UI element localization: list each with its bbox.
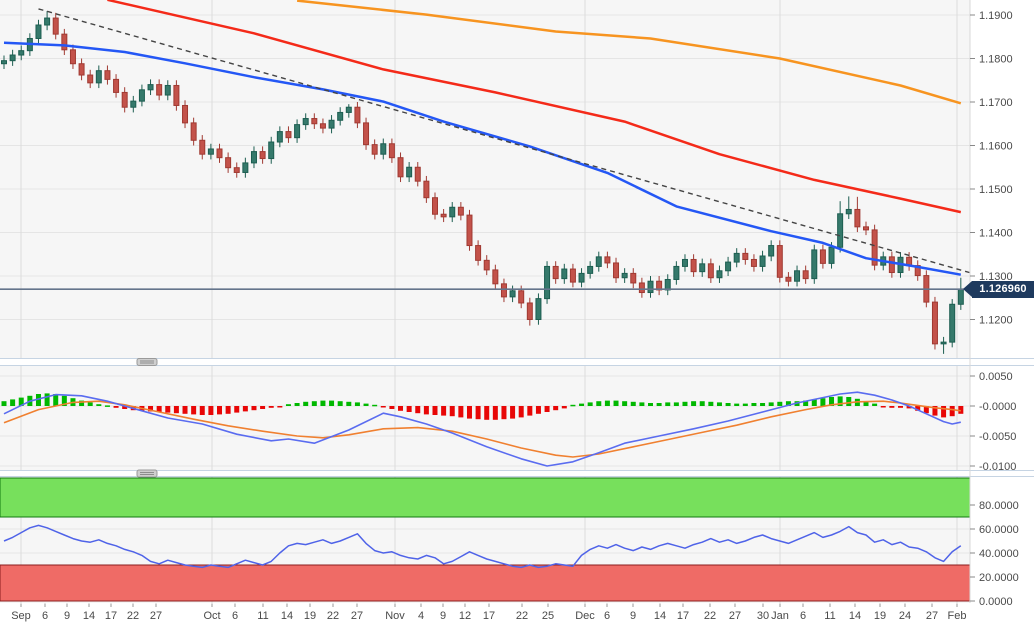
sma-blue-line (3, 41, 962, 276)
y-axis[interactable]: 1.1900 1.1800 1.1700 1.1600 1.1500 1.1400 1.13… (969, 0, 1019, 608)
sma-orange-line (296, 0, 962, 105)
pane-resize-handle[interactable] (136, 469, 158, 478)
macd-main-line (3, 391, 961, 467)
y-axis-tick-label: 1.1400 (979, 228, 1013, 240)
x-axis-tick-label: 25 (542, 610, 554, 622)
rsi-oversold-band (0, 564, 971, 602)
x-axis-tick-label: 9 (440, 610, 446, 622)
sma-red-line (107, 0, 962, 214)
x-axis-tick-label: 6 (232, 610, 238, 622)
rsi-overbought-band (0, 477, 971, 518)
y-axis-tick-label: 1.1700 (979, 97, 1013, 109)
x-axis-tick-label: 27 (926, 610, 938, 622)
y-axis-tick-label: -0.0100 (979, 461, 1016, 473)
x-axis-tick-label: 27 (351, 610, 363, 622)
y-axis-tick-label: -0.0050 (979, 431, 1016, 443)
x-axis-tick-label: 4 (418, 610, 424, 622)
x-axis-tick-label: 14 (83, 610, 95, 622)
x-axis-tick-label: 11 (824, 610, 835, 622)
x-axis-tick-label: 19 (304, 610, 316, 622)
x-axis-tick-label: 6 (604, 610, 610, 622)
x-axis-tick-label: Oct (203, 610, 220, 622)
x-axis-tick-label: 27 (150, 610, 162, 622)
y-axis-tick-label: 20.0000 (979, 572, 1019, 584)
pane-separators (0, 358, 1034, 478)
y-axis-tick-label: 1.1900 (979, 10, 1013, 22)
macd-histogram (1, 393, 964, 420)
x-axis-tick-label: 14 (849, 610, 861, 622)
x-axis[interactable]: Sep 6 9 14 17 22 27 Oct 6 11 14 19 22 27 Nov 4 9 12 17 22 25… (11, 603, 967, 623)
x-axis-tick-label: 27 (729, 610, 741, 622)
y-axis-tick-label: 1.1800 (979, 54, 1013, 66)
x-axis-tick-label: Jan (771, 610, 789, 622)
x-axis-tick-label: Feb (948, 610, 967, 622)
x-axis-tick-label: 22 (516, 610, 528, 622)
x-axis-tick-label: 22 (704, 610, 716, 622)
rsi-line (3, 524, 962, 569)
x-axis-tick-label: 9 (630, 610, 636, 622)
y-axis-tick-label: 1.1500 (979, 184, 1013, 196)
x-axis-tick-label: Sep (11, 610, 31, 622)
x-axis-tick-label: 17 (483, 610, 495, 622)
y-axis-tick-label: 60.0000 (979, 524, 1019, 536)
x-axis-tick-label: 17 (677, 610, 689, 622)
x-axis-tick-label: 22 (127, 610, 139, 622)
x-axis-tick-label: 19 (874, 610, 886, 622)
pane-resize-handle[interactable] (136, 358, 158, 366)
main-price-panel[interactable] (0, 0, 970, 358)
y-axis-tick-label: 0.0000 (979, 596, 1013, 608)
y-axis-tick-label: 80.0000 (979, 500, 1019, 512)
x-axis-tick-label: 6 (42, 610, 48, 622)
x-axis-tick-label: 9 (64, 610, 70, 622)
x-axis-tick-label: 6 (800, 610, 806, 622)
x-axis-tick-label: 24 (899, 610, 911, 622)
x-axis-tick-label: Nov (385, 610, 405, 622)
y-axis-tick-label: 1.1300 (979, 271, 1013, 283)
x-axis-tick-label: Dec (575, 610, 595, 622)
y-axis-tick-label: -0.0000 (979, 401, 1016, 413)
y-axis-tick-label: 1.1200 (979, 315, 1013, 327)
x-axis-tick-label: 11 (257, 610, 268, 622)
y-axis-tick-label: 0.0050 (979, 371, 1013, 383)
x-axis-tick-label: 12 (459, 610, 471, 622)
y-axis-tick-label: 1.1600 (979, 141, 1013, 153)
x-axis-tick-label: 17 (105, 610, 117, 622)
macd-signal-line (3, 400, 961, 458)
x-axis-tick-label: 14 (281, 610, 293, 622)
x-axis-tick-label: 30 (757, 610, 769, 622)
y-axis-tick-label: 40.0000 (979, 548, 1019, 560)
x-axis-tick-label: 22 (327, 610, 339, 622)
x-axis-tick-label: 14 (654, 610, 666, 622)
last-price-label: 1.126960 (963, 281, 1034, 298)
